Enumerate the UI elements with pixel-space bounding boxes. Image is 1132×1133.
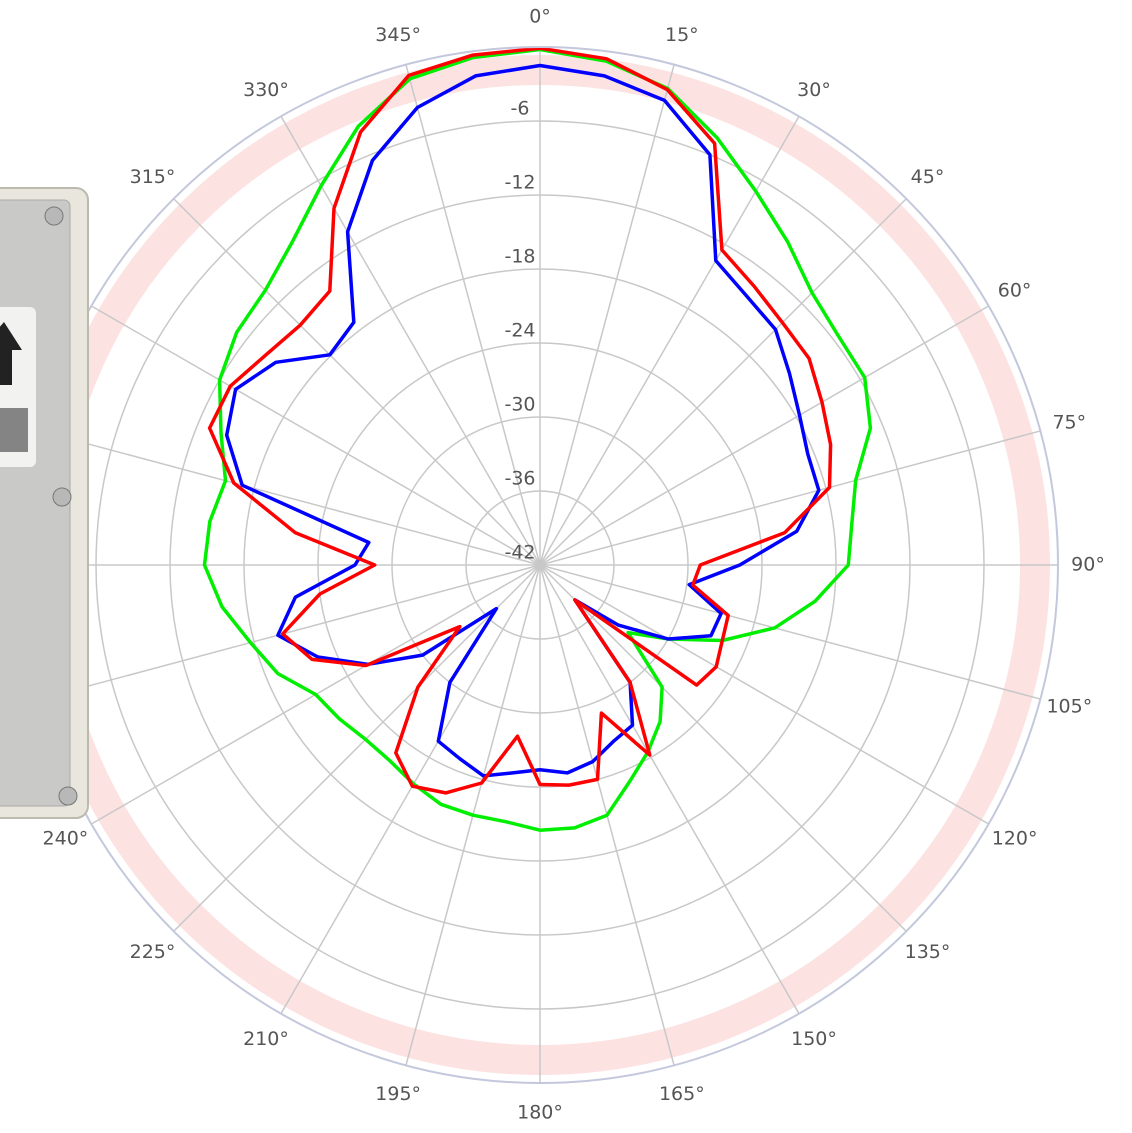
- radial-tick-label: -42: [504, 542, 535, 564]
- angle-tick-label: 0°: [529, 6, 551, 28]
- angle-tick-label: 195°: [375, 1083, 421, 1105]
- radial-tick-label: -18: [504, 246, 535, 268]
- grid-spoke: [39, 564, 541, 700]
- grid-spoke: [539, 198, 907, 566]
- angle-tick-label: 240°: [43, 828, 89, 850]
- angle-tick-label: 75°: [1052, 412, 1086, 434]
- angle-tick-label: 345°: [375, 24, 421, 46]
- angle-tick-label: 105°: [1046, 695, 1092, 717]
- grid-spoke: [280, 116, 541, 566]
- angle-tick-label: 330°: [243, 79, 289, 101]
- radial-tick-label: -36: [504, 468, 535, 490]
- grid-spoke: [539, 430, 1041, 566]
- screw: [44, 206, 64, 226]
- grid-spoke: [539, 564, 989, 825]
- radial-tick-label: -6: [511, 98, 530, 120]
- antenna-device: [0, 187, 89, 819]
- grid-spoke: [539, 564, 1041, 700]
- angle-tick-label: 60°: [998, 280, 1032, 302]
- grid-spoke: [280, 564, 541, 1014]
- grid-spoke: [173, 564, 541, 932]
- angle-tick-label: 45°: [911, 166, 945, 188]
- series-lines: [202, 46, 873, 832]
- angle-tick-label: 120°: [992, 828, 1038, 850]
- grid: [22, 47, 1058, 1083]
- screw: [58, 786, 78, 806]
- grid-spoke: [39, 430, 541, 566]
- grid-spoke: [539, 564, 907, 932]
- grid-spoke: [539, 305, 989, 566]
- series-line: [224, 63, 821, 778]
- series-line: [207, 46, 833, 795]
- angle-tick-label: 315°: [130, 166, 176, 188]
- radial-tick-label: -30: [504, 394, 535, 416]
- radial-tick-label: -12: [504, 172, 535, 194]
- angle-tick-label: 210°: [243, 1028, 289, 1050]
- angle-tick-label: 180°: [517, 1102, 563, 1124]
- angle-tick-label: 150°: [791, 1028, 837, 1050]
- screw: [52, 487, 72, 507]
- radial-tick-label: -24: [504, 320, 535, 342]
- grid-spoke: [173, 198, 541, 566]
- grid-spoke: [539, 564, 800, 1014]
- angle-tick-label: 165°: [659, 1083, 705, 1105]
- angle-tick-label: 90°: [1071, 554, 1105, 576]
- angle-tick-label: 225°: [130, 941, 176, 963]
- up-arrow: [0, 322, 22, 385]
- angle-tick-label: 30°: [797, 79, 831, 101]
- series-line: [202, 47, 873, 832]
- grid-spoke: [91, 305, 541, 566]
- grid-spoke: [405, 64, 541, 566]
- angle-tick-label: 135°: [905, 941, 951, 963]
- qr-code: [0, 408, 28, 452]
- grid-spoke: [539, 64, 675, 566]
- angle-tick-label: 15°: [665, 24, 699, 46]
